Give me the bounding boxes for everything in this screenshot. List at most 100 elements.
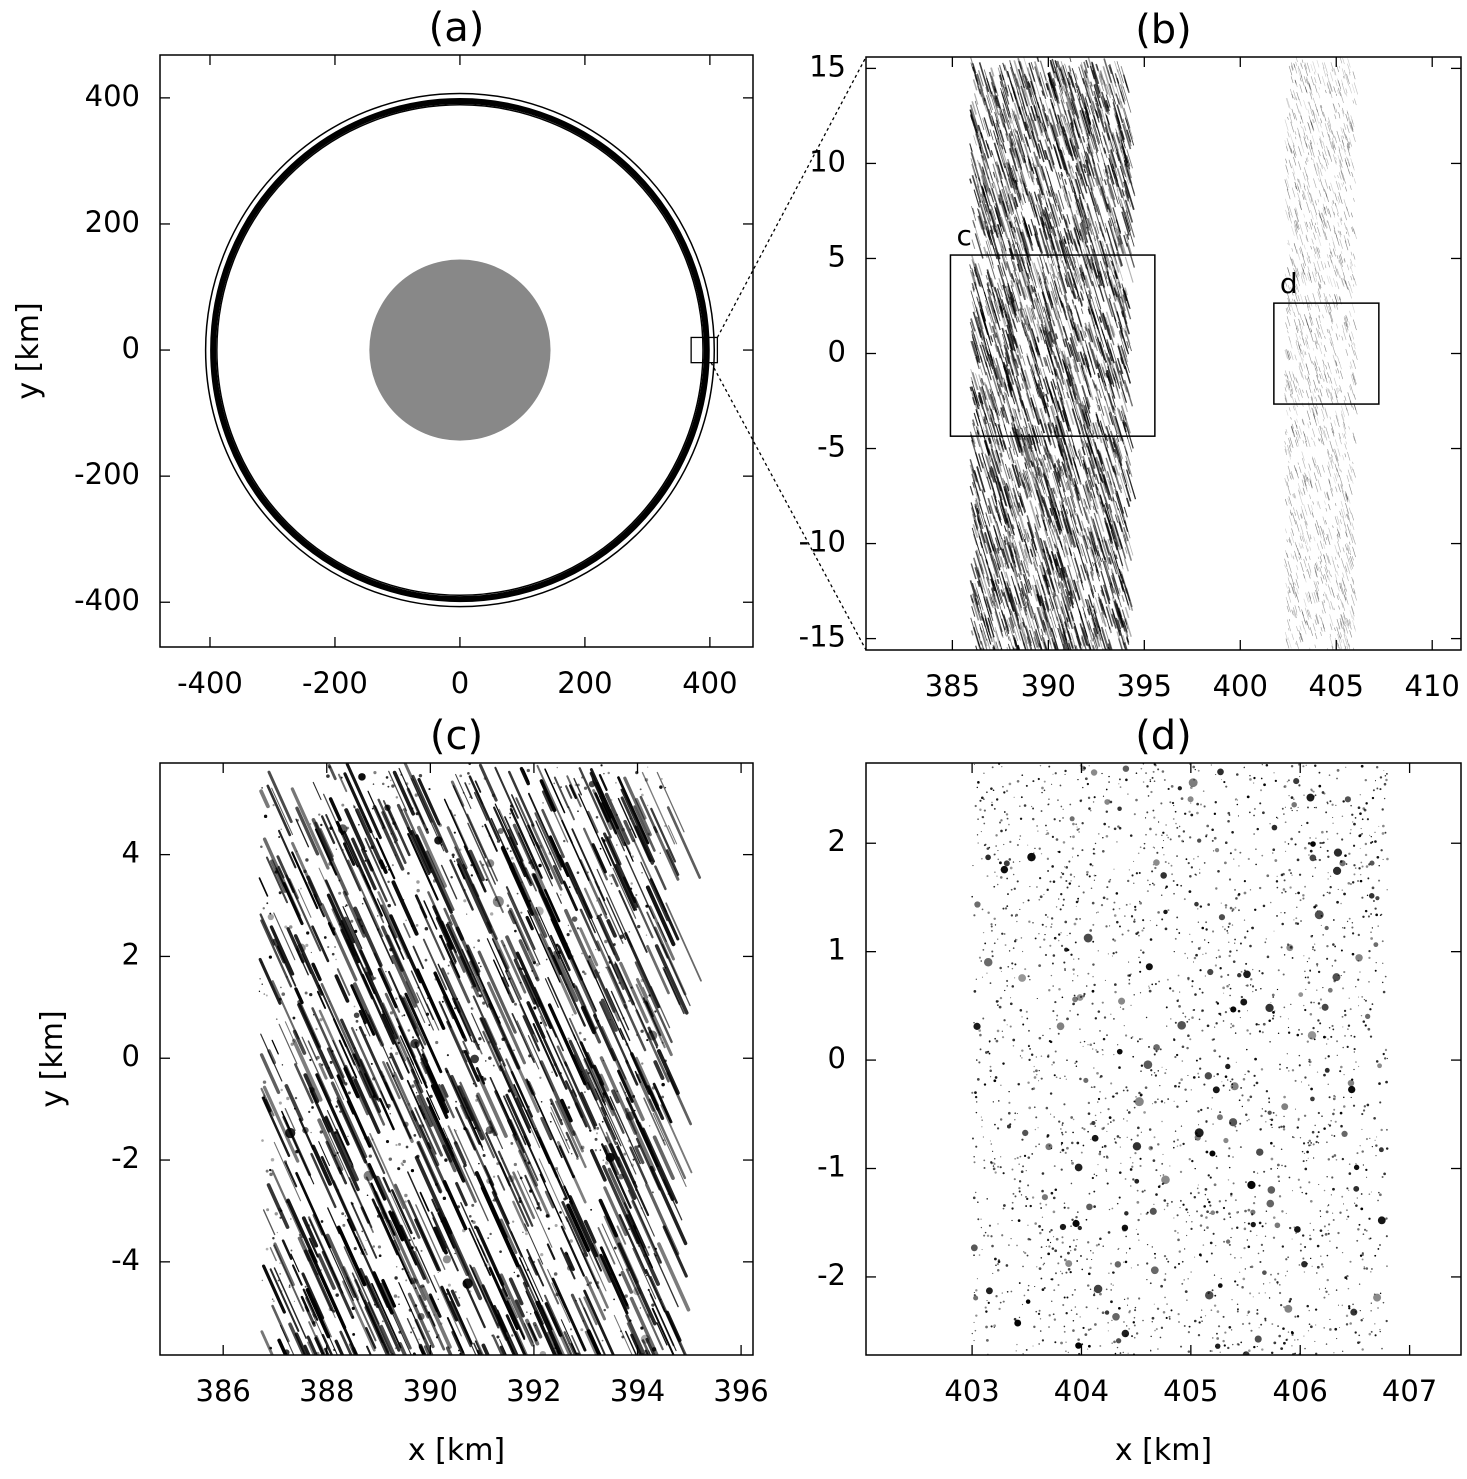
particle-streak [1301, 144, 1304, 153]
particle-streak [1315, 483, 1318, 492]
particle-streak [995, 631, 1000, 647]
particle-streak [1119, 460, 1127, 485]
particle-streak [1349, 508, 1351, 514]
particle-streak [1285, 499, 1287, 506]
particle-streak [1337, 516, 1339, 524]
particle-streak [1311, 158, 1312, 160]
particle-streak [1104, 289, 1112, 317]
particle-streak [1347, 264, 1349, 270]
particle-streak [1349, 558, 1352, 569]
particle-streak [1295, 355, 1297, 361]
particle-streak [1300, 247, 1303, 258]
y-tick-label: 15 [809, 49, 846, 83]
particle-streak [1007, 220, 1011, 232]
particle-streak [1332, 202, 1333, 205]
particle-streak [1308, 266, 1309, 271]
particle-streak [1080, 532, 1081, 537]
particle-streak [1354, 350, 1357, 360]
particle-streak [1296, 565, 1297, 570]
particle-streak [1339, 183, 1341, 191]
particle-streak [1336, 294, 1338, 301]
particle-streak [1337, 571, 1339, 576]
particle-streak [1340, 511, 1341, 515]
particle-streak [1329, 81, 1332, 92]
particle-streak [1315, 397, 1316, 402]
particle-streak [1299, 467, 1301, 473]
y-tick-label: 200 [85, 205, 140, 239]
particle-streak [1350, 366, 1351, 369]
particle-streak [1309, 227, 1310, 229]
particle-streak [1289, 407, 1290, 411]
particle [459, 774, 462, 777]
particle-streak [1345, 396, 1346, 401]
particle-streak [1339, 192, 1342, 203]
particle-streak [1296, 57, 1297, 62]
particle-streak [1079, 416, 1082, 426]
particle-streak [1295, 605, 1297, 612]
particle-streak [1301, 276, 1303, 283]
particle-streak [1292, 634, 1294, 640]
particle [595, 1138, 598, 1141]
particle-streak [1352, 84, 1355, 93]
particle-streak [1337, 255, 1338, 259]
y-tick-label: 5 [828, 239, 846, 273]
particle-streak [1308, 504, 1311, 515]
particle-streak [1316, 318, 1319, 329]
particle-streak [1298, 179, 1301, 189]
particle-streak [1343, 58, 1345, 64]
particle-streak [1300, 388, 1303, 398]
particle-streak [1322, 465, 1324, 473]
particle-streak [1344, 199, 1347, 210]
particle-streak [1005, 464, 1009, 479]
particle [647, 767, 648, 768]
particle-streak [1330, 441, 1333, 452]
particle-streak [1319, 531, 1321, 539]
particle [282, 1064, 283, 1065]
particle-streak [1349, 138, 1350, 143]
particle-streak [1287, 138, 1290, 147]
particle-streak [1327, 123, 1330, 132]
particle-streak [1328, 209, 1331, 218]
particle-streak [1353, 134, 1355, 142]
particle-streak [1340, 632, 1341, 637]
particle-streak [1331, 326, 1332, 331]
particle-streak [970, 264, 971, 269]
particle [309, 993, 312, 996]
particle-streak [1353, 433, 1356, 444]
particle-streak [1308, 423, 1309, 428]
particle-streak [1287, 540, 1288, 543]
particle-streak [1124, 507, 1127, 517]
particle-streak [993, 636, 1002, 666]
particle-streak [1343, 272, 1345, 277]
particle-streak [1318, 178, 1319, 182]
particle [510, 1142, 513, 1145]
particle-streak [1335, 176, 1336, 179]
particle-streak [1320, 332, 1322, 339]
particle-streak [1312, 148, 1315, 158]
particle-streak [1106, 649, 1113, 673]
particle-streak [1314, 441, 1316, 447]
particle-streak [1336, 233, 1337, 235]
particle-streak [1310, 648, 1312, 656]
particle-streak [1305, 161, 1306, 164]
particle-streak [1291, 76, 1293, 83]
particle-streak [1318, 272, 1321, 283]
particle-streak [1343, 573, 1345, 578]
particle-streak [1350, 464, 1353, 472]
particle-streak [1335, 136, 1337, 143]
particle-streak [1287, 307, 1289, 312]
particle-streak [1310, 277, 1312, 283]
particle-streak [1288, 117, 1289, 120]
particle-streak [1083, 607, 1086, 619]
particle-streak [1350, 266, 1351, 269]
particle-streak [1298, 389, 1300, 395]
particle-streak [1324, 167, 1325, 171]
particle-streak [1345, 544, 1347, 550]
particle-streak [986, 275, 987, 279]
particle-streak [1300, 84, 1303, 92]
particle-streak [1293, 405, 1294, 410]
particle-streak [1096, 152, 1099, 162]
particle-streak [1120, 558, 1124, 570]
particle-streak [1286, 384, 1287, 387]
particle-streak [1285, 374, 1286, 377]
